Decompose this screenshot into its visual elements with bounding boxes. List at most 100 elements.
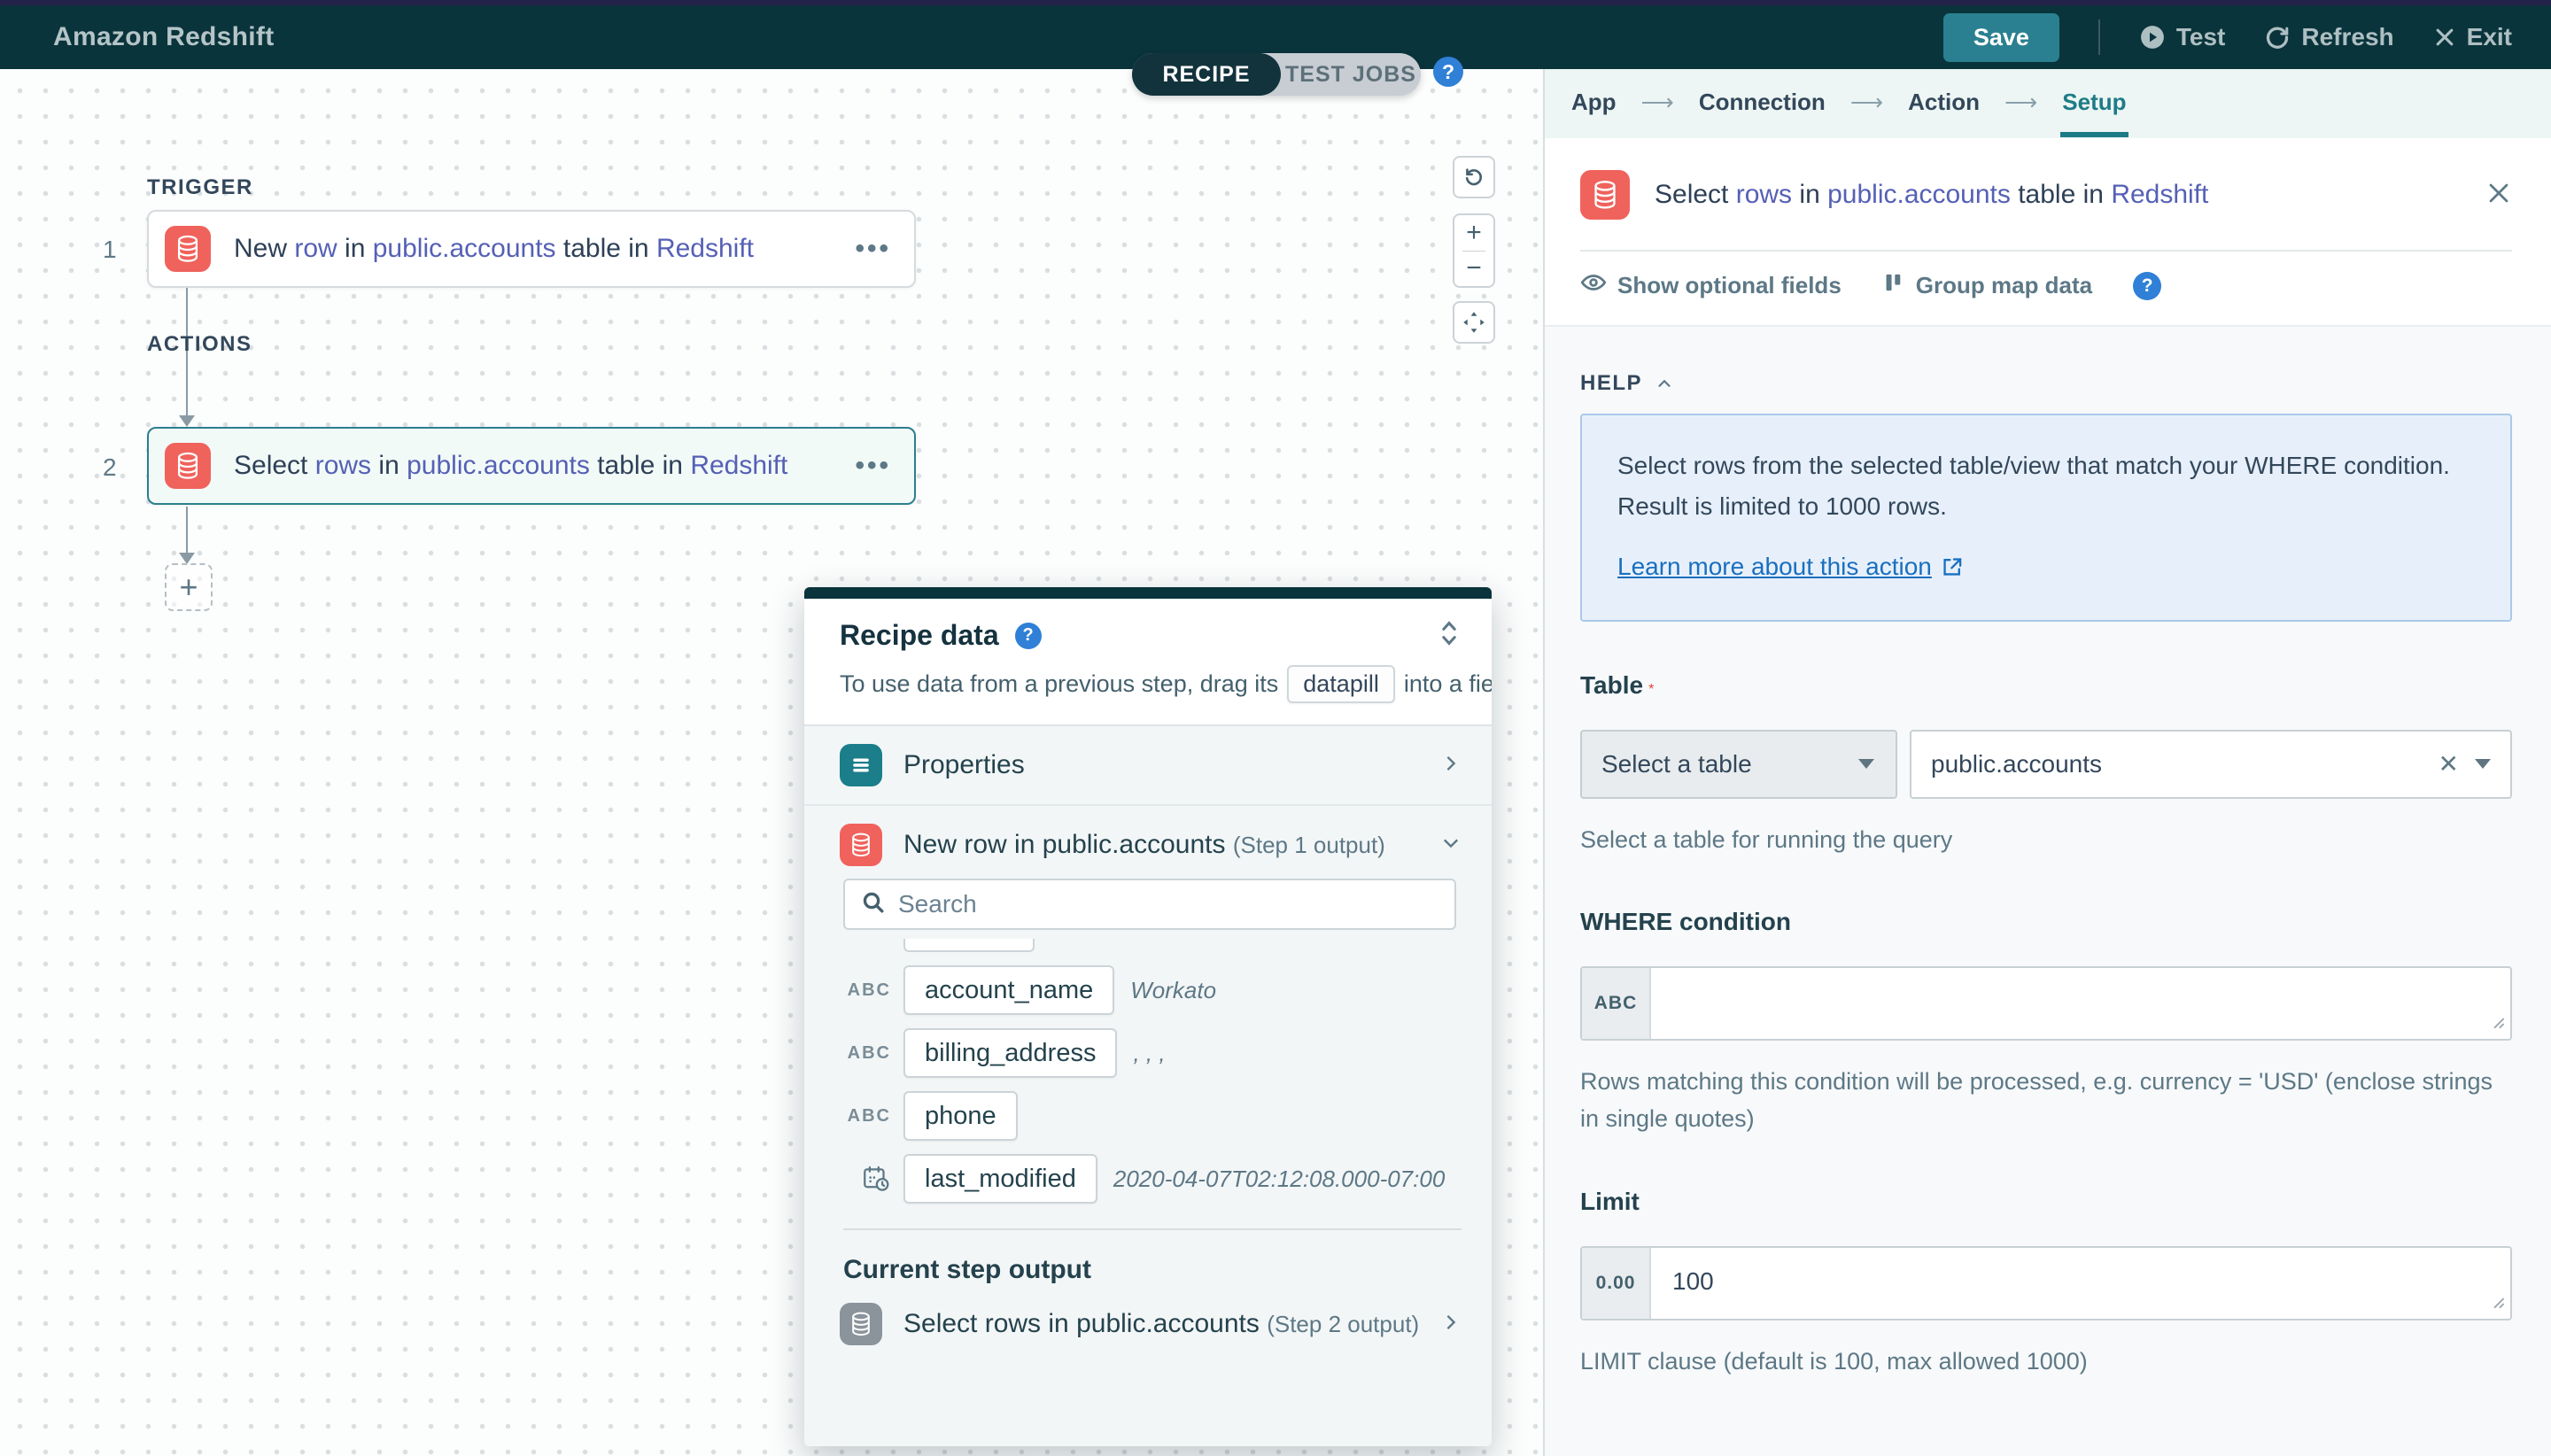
app-link[interactable]: Redshift	[690, 451, 788, 480]
limit-input[interactable]: 100	[1651, 1248, 2510, 1320]
recipe-canvas: RECIPE TEST JOBS ? TRIGGER 1 New row in …	[0, 53, 1543, 1456]
tab-recipe[interactable]: RECIPE	[1132, 53, 1281, 96]
breadcrumb-app[interactable]: App	[1571, 89, 1617, 115]
caret-down-icon	[2475, 759, 2491, 770]
actions-section-label: ACTIONS	[147, 332, 252, 356]
table-field-label: Table	[1580, 670, 1644, 699]
datapill-sample-value: Workato	[1130, 976, 1217, 1003]
toolbar-help-icon[interactable]: ?	[2133, 271, 2162, 300]
type-number-prefix: 0.00	[1582, 1248, 1651, 1320]
help-text: Select rows from the selected table/view…	[1617, 452, 2450, 521]
divider	[1580, 250, 2512, 252]
learn-more-link[interactable]: Learn more about this action	[1617, 553, 1932, 581]
redshift-database-icon	[1580, 170, 1630, 220]
show-optional-fields-button[interactable]: Show optional fields	[1580, 269, 1842, 302]
table-source-select[interactable]: Select a table	[1580, 729, 1897, 799]
action-link[interactable]: rows	[1735, 180, 1793, 209]
recipe-testjobs-toggle: RECIPE TEST JOBS	[1132, 53, 1421, 96]
divider	[1462, 250, 1486, 252]
help-collapse-toggle[interactable]: HELP	[1580, 371, 2512, 396]
resize-grip-icon[interactable]	[2491, 1015, 2505, 1034]
table-value-combobox[interactable]: public.accounts ✕	[1910, 729, 2512, 799]
setup-toolbar: Show optional fields Group map data ?	[1545, 252, 2551, 327]
exit-button[interactable]: Exit	[2433, 23, 2512, 51]
step1-output-row[interactable]: New row in public.accounts (Step 1 outpu…	[804, 806, 1492, 873]
setup-form: HELP Select rows from the selected table…	[1545, 327, 2551, 1456]
step-card-2-selected[interactable]: Select rows in public.accounts table in …	[147, 427, 916, 505]
chevron-right-icon	[1440, 753, 1462, 778]
header-divider	[2097, 19, 2100, 55]
add-step-button[interactable]: +	[165, 563, 213, 611]
where-field-hint: Rows matching this condition will be pro…	[1580, 1068, 2493, 1133]
recipe-data-subtitle: To use data from a previous step, drag i…	[840, 665, 1492, 703]
datapill-last-modified[interactable]: last_modified	[903, 1154, 1097, 1204]
close-panel-icon[interactable]	[2485, 180, 2512, 211]
datapill-row: last_modified 2020-04-07T02:12:08.000-07…	[843, 1154, 1462, 1204]
step-menu-button[interactable]: •••	[855, 451, 891, 480]
resize-grip-icon[interactable]	[2491, 1295, 2505, 1313]
step-card-1[interactable]: New row in public.accounts table in Reds…	[147, 210, 916, 288]
type-string-prefix: ABC	[1582, 968, 1651, 1040]
zoom-in-button[interactable]: +	[1466, 217, 1482, 247]
tabs-help-icon[interactable]: ?	[1433, 57, 1463, 87]
chevron-up-icon	[1658, 379, 1671, 387]
search-icon	[861, 890, 886, 919]
redshift-database-icon	[840, 824, 882, 866]
action-title: Select rows in public.accounts table in …	[1655, 180, 2209, 209]
zoom-out-button[interactable]: −	[1466, 253, 1482, 283]
properties-list-icon	[840, 744, 882, 786]
refresh-button[interactable]: Refresh	[2264, 23, 2394, 51]
test-button[interactable]: Test	[2139, 23, 2225, 51]
step-description: Select rows in public.accounts table in …	[234, 451, 788, 480]
tab-test-jobs[interactable]: TEST JOBS	[1285, 61, 1416, 87]
setup-panel: App ⟶ Connection ⟶ Action ⟶ Setup Select…	[1543, 69, 2551, 1456]
datapill-sample-value: 2020-04-07T02:12:08.000-07:00	[1113, 1165, 1446, 1192]
arrow-right-icon: ⟶	[1640, 89, 1674, 115]
step-menu-button[interactable]: •••	[855, 234, 891, 263]
recipe-data-topbar	[804, 587, 1492, 599]
datapill-account-name[interactable]: account_name	[903, 965, 1115, 1015]
breadcrumb-connection[interactable]: Connection	[1698, 89, 1826, 115]
datapill-phone[interactable]: phone	[903, 1091, 1018, 1141]
table-link[interactable]: public.accounts	[372, 234, 556, 263]
table-field-hint: Select a table for running the query	[1580, 825, 1953, 853]
play-circle-icon	[2139, 24, 2166, 50]
action-title-block: Select rows in public.accounts table in …	[1545, 138, 2551, 252]
connector-line	[186, 507, 188, 553]
refresh-icon	[2264, 24, 2291, 50]
table-link[interactable]: public.accounts	[407, 451, 590, 480]
app-link[interactable]: Redshift	[2111, 180, 2209, 209]
breadcrumb-action[interactable]: Action	[1908, 89, 1980, 115]
group-columns-icon	[1882, 271, 1905, 300]
recipe-data-help-icon[interactable]: ?	[1014, 622, 1042, 649]
datapill-partial[interactable]	[903, 939, 1035, 952]
datapill-search	[843, 879, 1456, 930]
required-asterisk: *	[1648, 681, 1655, 697]
group-map-data-button[interactable]: Group map data	[1882, 271, 2092, 300]
save-button[interactable]: Save	[1942, 12, 2059, 62]
datapill-billing-address[interactable]: billing_address	[903, 1028, 1118, 1078]
step2-output-row[interactable]: Select rows in public.accounts (Step 2 o…	[804, 1285, 1492, 1363]
limit-field-hint: LIMIT clause (default is 100, max allowe…	[1580, 1348, 2088, 1375]
collapse-panel-icon[interactable]	[1437, 618, 1462, 653]
breadcrumb-setup-active[interactable]: Setup	[2060, 89, 2128, 137]
clear-selection-icon[interactable]: ✕	[2438, 750, 2459, 778]
table-link[interactable]: public.accounts	[1827, 180, 2011, 209]
trigger-section-label: TRIGGER	[147, 175, 253, 199]
datapill-row: ABC phone	[843, 1091, 1462, 1141]
search-input[interactable]	[898, 890, 1438, 918]
step-number: 1	[103, 236, 117, 263]
where-condition-input[interactable]	[1651, 968, 2510, 1040]
trigger-link[interactable]: row	[294, 234, 337, 263]
action-link[interactable]: rows	[314, 451, 372, 480]
connector-arrow	[179, 415, 195, 427]
reset-view-button[interactable]	[1453, 156, 1495, 198]
app-link[interactable]: Redshift	[655, 234, 755, 263]
datapill-sample-value: , , ,	[1133, 1039, 1166, 1066]
divider	[843, 1228, 1462, 1230]
table-field: Table * Select a table public.accounts ✕ …	[1580, 671, 2512, 859]
properties-row[interactable]: Properties	[804, 726, 1492, 806]
fit-view-button[interactable]	[1453, 301, 1495, 344]
caret-down-icon	[1858, 759, 1874, 770]
window-top-strip	[0, 0, 2551, 5]
